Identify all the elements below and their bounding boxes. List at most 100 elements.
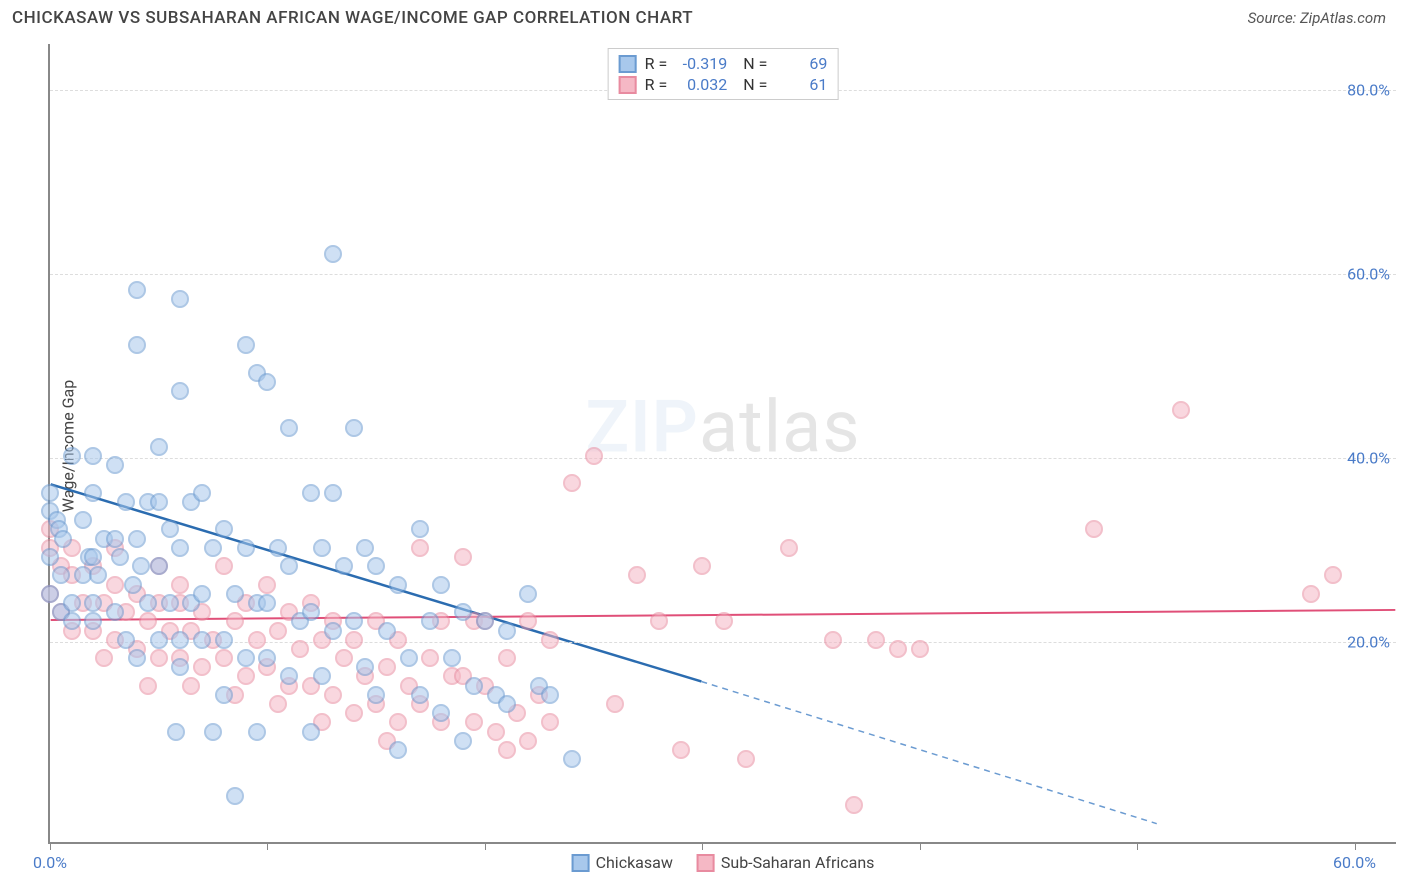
data-point-subsaharan	[215, 557, 233, 575]
data-point-subsaharan	[345, 631, 363, 649]
chart-title: CHICKASAW VS SUBSAHARAN AFRICAN WAGE/INC…	[12, 8, 693, 28]
ytick-label: 80.0%	[1347, 80, 1390, 99]
data-point-subsaharan	[226, 612, 244, 630]
data-point-chickasaw	[215, 631, 233, 649]
data-point-subsaharan	[672, 741, 690, 759]
ytick-label: 40.0%	[1347, 448, 1390, 467]
data-point-chickasaw	[269, 539, 287, 557]
data-point-chickasaw	[324, 484, 342, 502]
data-point-subsaharan	[269, 695, 287, 713]
scatter-chart: ZIPatlas R = -0.319 N = 69 R = 0.032 N =…	[48, 44, 1396, 844]
swatch-chickasaw-bottom	[572, 854, 590, 872]
data-point-chickasaw	[237, 649, 255, 667]
data-point-subsaharan	[193, 658, 211, 676]
data-point-chickasaw	[74, 511, 92, 529]
data-point-subsaharan	[845, 796, 863, 814]
data-point-chickasaw	[150, 557, 168, 575]
data-point-chickasaw	[193, 585, 211, 603]
data-point-chickasaw	[476, 612, 494, 630]
swatch-chickasaw	[619, 55, 637, 73]
r-label: R =	[645, 75, 668, 94]
data-point-chickasaw	[54, 530, 72, 548]
data-point-subsaharan	[585, 447, 603, 465]
data-point-chickasaw	[356, 539, 374, 557]
data-point-chickasaw	[215, 686, 233, 704]
data-point-chickasaw	[193, 631, 211, 649]
data-point-chickasaw	[226, 585, 244, 603]
data-point-chickasaw	[280, 667, 298, 685]
data-point-chickasaw	[106, 456, 124, 474]
data-point-chickasaw	[563, 750, 581, 768]
data-point-chickasaw	[519, 585, 537, 603]
ytick-label: 60.0%	[1347, 264, 1390, 283]
data-point-chickasaw	[498, 622, 516, 640]
data-point-chickasaw	[117, 493, 135, 511]
xtick-label: 60.0%	[1333, 853, 1376, 872]
data-point-chickasaw	[150, 631, 168, 649]
trend-lines	[50, 44, 1396, 842]
data-point-chickasaw	[465, 677, 483, 695]
data-point-subsaharan	[824, 631, 842, 649]
data-point-subsaharan	[248, 631, 266, 649]
data-point-subsaharan	[693, 557, 711, 575]
data-point-chickasaw	[161, 594, 179, 612]
data-point-chickasaw	[432, 576, 450, 594]
data-point-chickasaw	[63, 447, 81, 465]
gridline	[50, 274, 1396, 275]
data-point-subsaharan	[454, 548, 472, 566]
data-point-chickasaw	[215, 520, 233, 538]
data-point-chickasaw	[335, 557, 353, 575]
data-point-subsaharan	[258, 576, 276, 594]
data-point-chickasaw	[171, 631, 189, 649]
data-point-chickasaw	[367, 557, 385, 575]
data-point-chickasaw	[117, 631, 135, 649]
data-point-chickasaw	[389, 741, 407, 759]
data-point-chickasaw	[248, 723, 266, 741]
data-point-chickasaw	[389, 576, 407, 594]
data-point-subsaharan	[389, 713, 407, 731]
data-point-subsaharan	[780, 539, 798, 557]
data-point-subsaharan	[541, 631, 559, 649]
legend-item-chickasaw: Chickasaw	[572, 853, 673, 872]
data-point-subsaharan	[171, 576, 189, 594]
data-point-subsaharan	[378, 658, 396, 676]
r-value-subsaharan: 0.032	[675, 75, 727, 94]
chart-header: CHICKASAW VS SUBSAHARAN AFRICAN WAGE/INC…	[0, 0, 1406, 36]
correlation-legend: R = -0.319 N = 69 R = 0.032 N = 61	[608, 48, 839, 100]
series-legend: Chickasaw Sub-Saharan Africans	[572, 853, 875, 872]
gridline	[50, 458, 1396, 459]
data-point-chickasaw	[356, 658, 374, 676]
source-attribution: Source: ZipAtlas.com	[1248, 9, 1386, 27]
data-point-chickasaw	[443, 649, 461, 667]
data-point-chickasaw	[324, 245, 342, 263]
xtick	[1137, 842, 1138, 850]
data-point-subsaharan	[106, 576, 124, 594]
data-point-chickasaw	[302, 484, 320, 502]
data-point-chickasaw	[171, 290, 189, 308]
data-point-chickasaw	[324, 622, 342, 640]
data-point-chickasaw	[204, 723, 222, 741]
data-point-chickasaw	[237, 539, 255, 557]
data-point-subsaharan	[487, 723, 505, 741]
r-value-chickasaw: -0.319	[675, 54, 727, 73]
legend-label-subsaharan: Sub-Saharan Africans	[721, 853, 875, 872]
data-point-subsaharan	[519, 612, 537, 630]
data-point-chickasaw	[302, 603, 320, 621]
data-point-chickasaw	[128, 649, 146, 667]
data-point-chickasaw	[111, 548, 129, 566]
data-point-subsaharan	[498, 741, 516, 759]
n-value-chickasaw: 69	[775, 54, 827, 73]
data-point-chickasaw	[313, 539, 331, 557]
data-point-subsaharan	[150, 649, 168, 667]
legend-row-subsaharan: R = 0.032 N = 61	[619, 74, 828, 95]
data-point-chickasaw	[106, 603, 124, 621]
data-point-subsaharan	[1172, 401, 1190, 419]
data-point-subsaharan	[182, 677, 200, 695]
xtick	[1355, 842, 1356, 850]
data-point-chickasaw	[41, 585, 59, 603]
xtick	[50, 842, 51, 850]
data-point-chickasaw	[541, 686, 559, 704]
n-value-subsaharan: 61	[775, 75, 827, 94]
data-point-chickasaw	[150, 438, 168, 456]
data-point-chickasaw	[63, 612, 81, 630]
